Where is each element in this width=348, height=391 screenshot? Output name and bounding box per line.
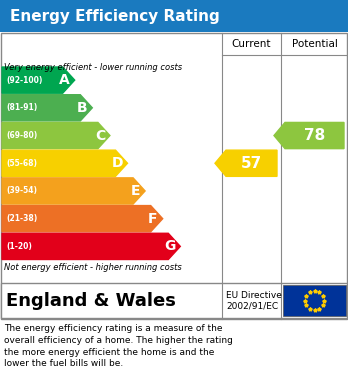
Text: Current: Current	[232, 39, 271, 49]
Text: D: D	[112, 156, 123, 170]
Text: F: F	[148, 212, 157, 226]
Text: 57: 57	[241, 156, 262, 171]
Text: (39-54): (39-54)	[6, 187, 37, 196]
Polygon shape	[2, 67, 75, 93]
Polygon shape	[215, 150, 277, 176]
Bar	[1, 33, 347, 319]
Text: (1-20): (1-20)	[6, 242, 32, 251]
Polygon shape	[2, 150, 127, 176]
Text: E: E	[130, 184, 140, 198]
Bar	[0, 0, 348, 32]
Bar	[283, 285, 346, 316]
Text: A: A	[59, 73, 70, 87]
Polygon shape	[2, 122, 110, 149]
Text: Not energy efficient - higher running costs: Not energy efficient - higher running co…	[4, 263, 182, 272]
Polygon shape	[2, 178, 145, 204]
Text: England & Wales: England & Wales	[6, 292, 176, 310]
Bar	[1, 283, 347, 318]
Text: Energy Efficiency Rating: Energy Efficiency Rating	[10, 9, 220, 23]
Text: C: C	[95, 129, 105, 143]
Text: B: B	[77, 101, 88, 115]
Text: (21-38): (21-38)	[6, 214, 37, 223]
Text: EU Directive
2002/91/EC: EU Directive 2002/91/EC	[226, 291, 282, 310]
Polygon shape	[2, 95, 92, 121]
Text: (92-100): (92-100)	[6, 75, 42, 84]
Text: (81-91): (81-91)	[6, 103, 37, 112]
Polygon shape	[274, 122, 344, 149]
Text: G: G	[165, 239, 176, 253]
Text: (69-80): (69-80)	[6, 131, 37, 140]
Text: The energy efficiency rating is a measure of the
overall efficiency of a home. T: The energy efficiency rating is a measur…	[4, 324, 233, 368]
Polygon shape	[2, 206, 163, 232]
Text: Very energy efficient - lower running costs: Very energy efficient - lower running co…	[4, 63, 182, 72]
Text: 78: 78	[304, 128, 325, 143]
Polygon shape	[2, 233, 180, 260]
Text: (55-68): (55-68)	[6, 159, 37, 168]
Text: Potential: Potential	[292, 39, 338, 49]
